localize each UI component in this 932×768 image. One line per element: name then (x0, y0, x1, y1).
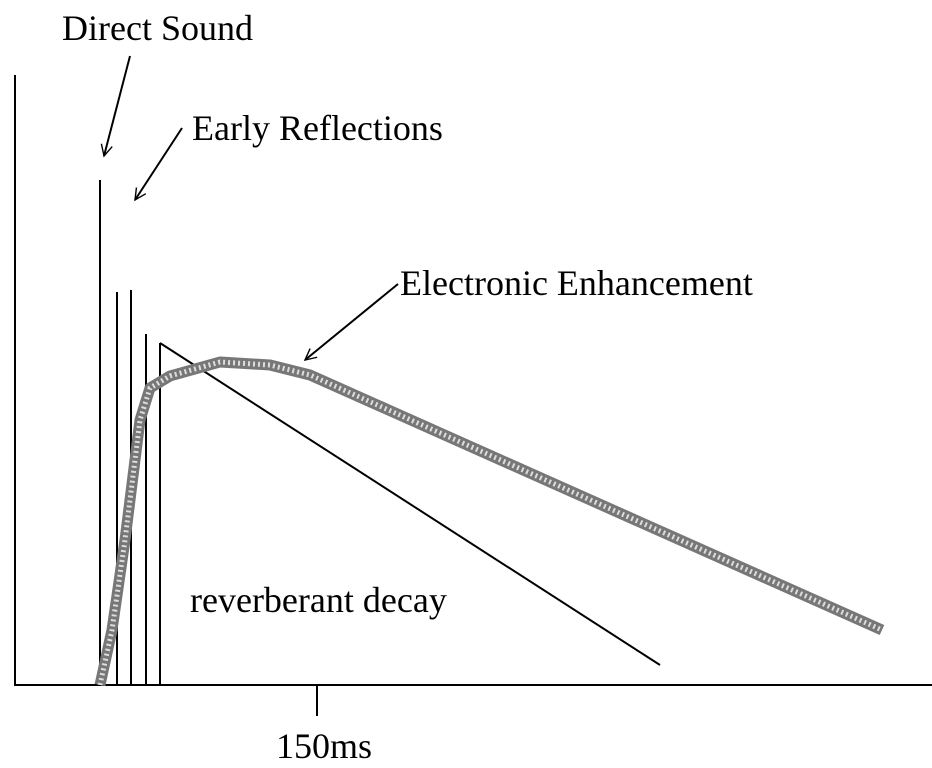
arrow (135, 127, 183, 200)
electronic-enhancement-label: Electronic Enhancement (400, 263, 753, 303)
arrow (305, 283, 399, 360)
reverberant-decay-label: reverberant decay (190, 580, 447, 620)
early-reflections-label: Early Reflections (192, 108, 443, 148)
enhancement-curve-texture (97, 359, 884, 686)
x-tick-label: 150ms (276, 726, 372, 766)
arrow (104, 55, 131, 156)
direct-sound-label: Direct Sound (62, 8, 253, 48)
reverberant-decay-line (159, 342, 661, 666)
enhancement-curve (94, 356, 885, 687)
